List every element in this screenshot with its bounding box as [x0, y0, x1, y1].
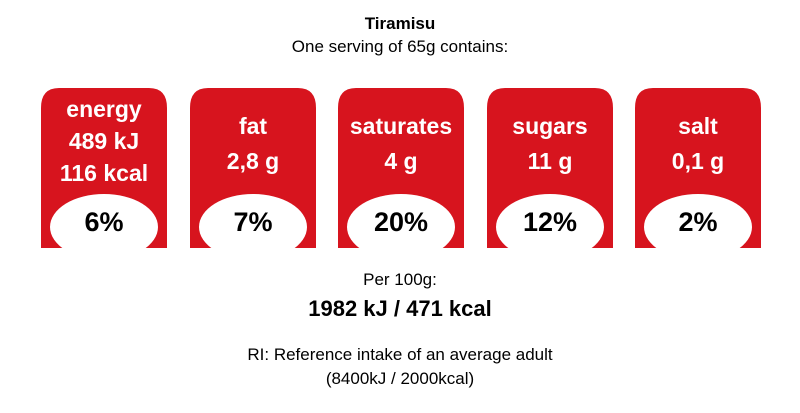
nutrition-label-sugars: sugars 11 g 12% [487, 88, 613, 248]
label-nutrient-name: salt [678, 113, 718, 139]
label-shape [190, 88, 316, 248]
label-shape [41, 88, 167, 248]
label-nutrient-name: energy [66, 96, 142, 122]
nutrition-label-saturates: saturates 4 g 20% [338, 88, 464, 248]
label-amount-kcal: 116 kcal [59, 160, 149, 186]
label-percent: 2% [678, 207, 718, 237]
reference-intake-note: RI: Reference intake of an average adult [247, 345, 553, 364]
label-amount: 0,1 g [671, 148, 725, 174]
label-percent: 12% [522, 207, 578, 237]
label-amount-kj: 489 kJ [68, 128, 140, 154]
per-100g-energy: 1982 kJ / 471 kcal [308, 296, 492, 321]
product-title: Tiramisu [364, 14, 436, 33]
label-shape [635, 88, 761, 248]
label-shape [338, 88, 464, 248]
nutrition-label-energy: energy 489 kJ 116 kcal 6% [41, 88, 167, 248]
label-amount: 2,8 g [226, 148, 280, 174]
label-percent: 6% [84, 207, 124, 237]
label-amount: 4 g [384, 148, 418, 174]
serving-size: One serving of 65g contains: [291, 37, 509, 56]
label-percent: 20% [373, 207, 429, 237]
per-100g-label: Per 100g: [363, 270, 437, 289]
label-nutrient-name: saturates [349, 113, 453, 139]
label-nutrient-name: fat [238, 113, 268, 139]
label-nutrient-name: sugars [512, 113, 588, 139]
label-percent: 7% [233, 207, 273, 237]
label-amount: 11 g [527, 148, 573, 174]
nutrition-label-fat: fat 2,8 g 7% [190, 88, 316, 248]
label-shape [487, 88, 613, 248]
nutrition-label-salt: salt 0,1 g 2% [635, 88, 761, 248]
reference-intake-values: (8400kJ / 2000kcal) [325, 369, 475, 388]
